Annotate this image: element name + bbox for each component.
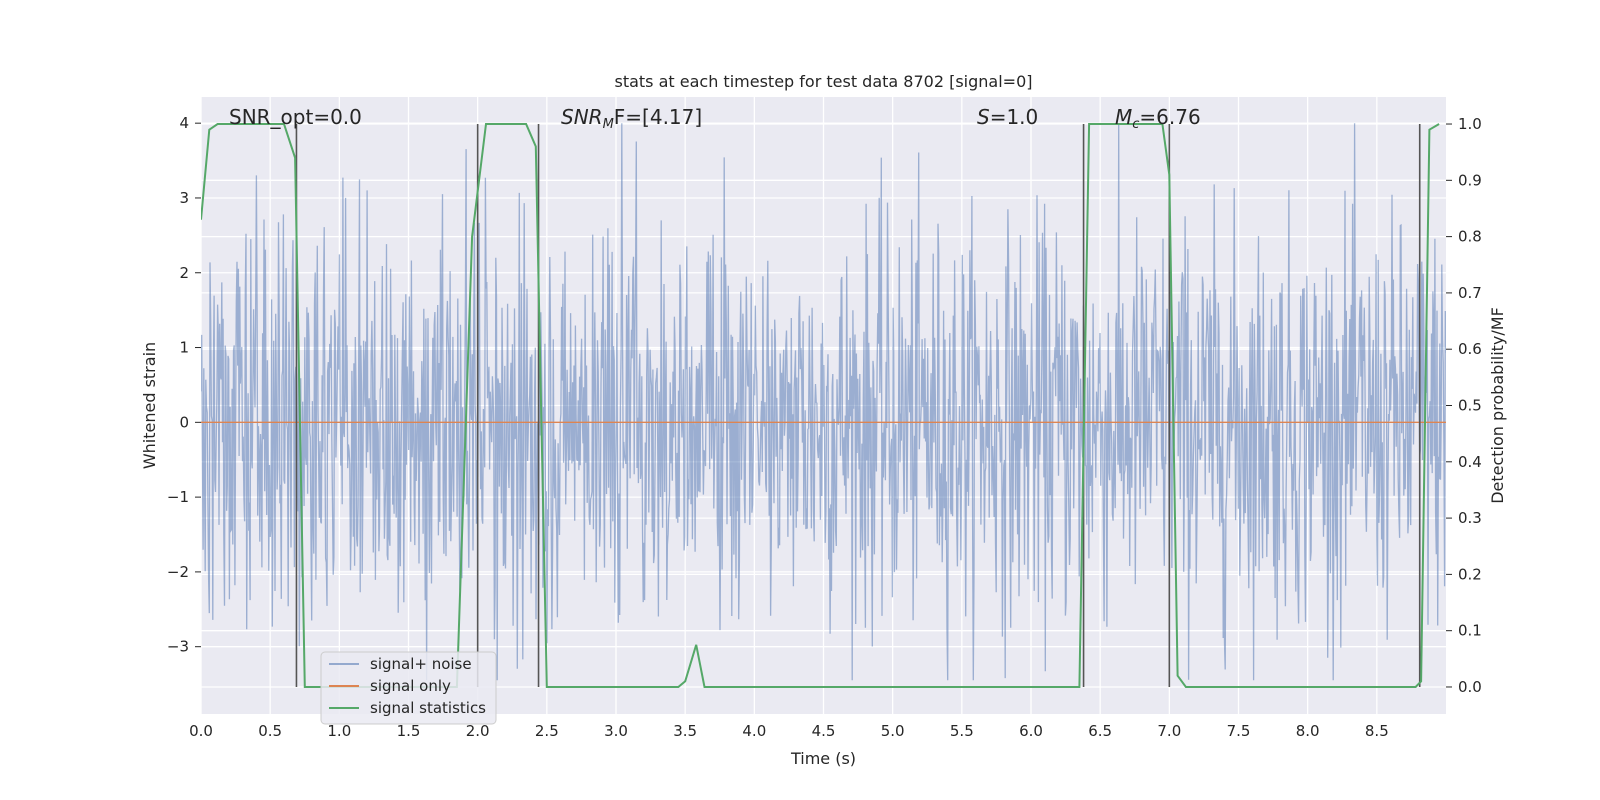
y-tick-label: −1: [167, 488, 189, 506]
y2-tick-label: 0.6: [1458, 340, 1482, 358]
y-tick-label: 3: [179, 189, 189, 207]
x-tick-label: 4.5: [812, 722, 836, 740]
y2-tick-label: 0.1: [1458, 622, 1482, 640]
y-axis-label: Whitened strain: [140, 342, 159, 469]
series-signal-noise-line: [201, 123, 1446, 681]
y2-tick-label: 0.9: [1458, 171, 1482, 189]
series-group: [201, 123, 1446, 688]
series-signal-statistics-line: [201, 123, 1440, 688]
y-tick-label: −2: [167, 563, 189, 581]
annotation-mc-subscript: c: [1132, 117, 1139, 132]
x-tick-label: 4.0: [742, 722, 766, 740]
annotation-snr-mf: SNRMF=[4.17]: [561, 105, 702, 132]
y2-tick-label: 0.2: [1458, 565, 1482, 583]
y-tick-label: 0: [179, 413, 189, 431]
x-tick-label: 7.5: [1227, 722, 1251, 740]
annotation-snr-mf-subscript: M: [603, 117, 614, 132]
annotation-snr-opt: SNR_opt=0.0: [229, 105, 362, 129]
y-tick-label: −3: [167, 638, 189, 656]
y2-tick-label: 0.3: [1458, 509, 1482, 527]
x-tick-label: 7.0: [1157, 722, 1181, 740]
y2-tick-label: 0.5: [1458, 397, 1482, 415]
x-tick-label: 8.0: [1296, 722, 1320, 740]
legend-label: signal+ noise: [370, 655, 472, 673]
annotation-snr-mf-symbol: SNR: [561, 105, 603, 129]
x-tick-label: 2.5: [535, 722, 559, 740]
x-tick-label: 5.0: [881, 722, 905, 740]
annotation-snr-mf-value: F=[4.17]: [614, 105, 702, 129]
x-tick-label: 5.5: [950, 722, 974, 740]
x-tick-label: 0.0: [189, 722, 213, 740]
y2-axis-label: Detection probability/MF: [1488, 307, 1507, 504]
annotation-mc: Mc=6.76: [1115, 105, 1201, 132]
x-tick-label: 3.0: [604, 722, 628, 740]
x-tick-label: 3.5: [673, 722, 697, 740]
y-tick-label: 1: [179, 339, 189, 357]
x-tick-label: 1.0: [327, 722, 351, 740]
legend: signal+ noise signal only signal statistic…: [320, 651, 497, 725]
x-tick-label: 0.5: [258, 722, 282, 740]
legend-label: signal statistics: [370, 699, 486, 717]
x-tick-label: 6.0: [1019, 722, 1043, 740]
chart-title: stats at each timestep for test data 870…: [614, 72, 1032, 91]
annotation-s-value: =1.0: [990, 105, 1039, 129]
annotation-mc-symbol: M: [1115, 105, 1132, 129]
legend-box: [320, 651, 497, 725]
y-tick-label: 4: [179, 114, 189, 132]
annotation-s-symbol: S: [977, 105, 990, 129]
x-axis-label: Time (s): [790, 749, 856, 768]
y2-tick-label: 0.0: [1458, 678, 1482, 696]
y2-tick-label: 1.0: [1458, 115, 1482, 133]
x-tick-label: 1.5: [397, 722, 421, 740]
x-tick-label: 2.0: [466, 722, 490, 740]
y2-tick-label: 0.7: [1458, 284, 1482, 302]
y2-tick-label: 0.8: [1458, 228, 1482, 246]
legend-label: signal only: [370, 677, 451, 695]
x-tick-label: 6.5: [1088, 722, 1112, 740]
y2-tick-label: 0.4: [1458, 453, 1482, 471]
annotation-s: S=1.0: [977, 105, 1038, 129]
annotation-mc-value: =6.76: [1139, 105, 1200, 129]
x-tick-label: 8.5: [1365, 722, 1389, 740]
y-tick-label: 2: [179, 264, 189, 282]
